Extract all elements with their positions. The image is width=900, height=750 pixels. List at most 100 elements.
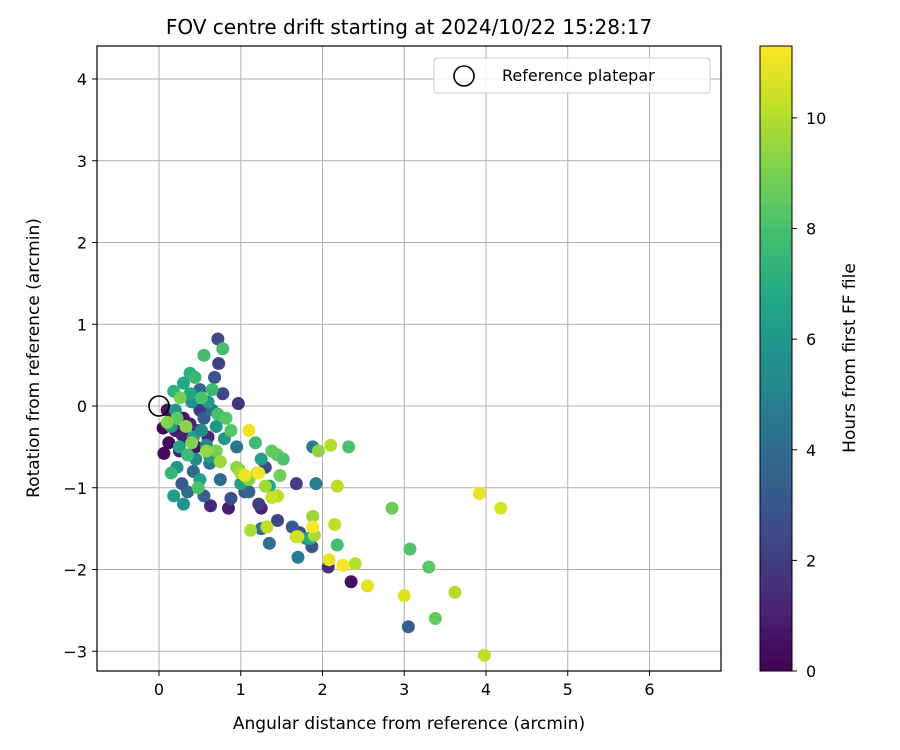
scatter-point: [164, 466, 178, 480]
scatter-point: [213, 455, 227, 469]
scatter-point: [185, 436, 199, 450]
data-points: [156, 332, 508, 662]
colorbar-tick-label: 0: [806, 662, 816, 681]
y-tick-label: −1: [63, 479, 87, 498]
scatter-point: [181, 448, 195, 462]
scatter-point: [160, 415, 174, 429]
scatter-point: [336, 558, 350, 572]
colorbar-tick-label: 8: [806, 220, 816, 239]
scatter-point: [248, 436, 262, 450]
x-tick-label: 6: [644, 680, 654, 699]
scatter-point: [197, 348, 211, 362]
x-tick-label: 2: [317, 680, 327, 699]
scatter-point: [209, 444, 223, 458]
scatter-point: [175, 477, 189, 491]
y-axis-label: Rotation from reference (arcmin): [24, 218, 44, 498]
scatter-point: [254, 452, 268, 466]
scatter-point: [183, 387, 197, 401]
scatter-point: [322, 553, 336, 567]
y-tick-label: 0: [77, 397, 87, 416]
colorbar-tick-label: 6: [806, 330, 816, 349]
scatter-point: [177, 376, 191, 390]
scatter-point: [199, 444, 213, 458]
colorbar-tick-label: 2: [806, 551, 816, 570]
scatter-point: [213, 473, 227, 487]
scatter-point: [221, 501, 235, 515]
scatter-point: [276, 452, 290, 466]
scatter-point: [216, 342, 230, 356]
legend: Reference platepar: [433, 57, 711, 94]
scatter-point: [306, 520, 320, 534]
scatter-point: [328, 518, 342, 532]
scatter-point: [258, 479, 272, 493]
y-tick-label: −3: [63, 642, 87, 661]
x-tick-label: 5: [563, 680, 573, 699]
scatter-point: [230, 440, 244, 454]
x-tick-label: 1: [236, 680, 246, 699]
scatter-point: [231, 397, 245, 411]
scatter-point: [330, 479, 344, 493]
grid-lines: [97, 46, 721, 671]
plot-frame: [96, 45, 722, 672]
scatter-point: [330, 538, 344, 552]
scatter-point: [252, 497, 266, 511]
scatter-point: [285, 520, 299, 534]
scatter-point: [242, 424, 256, 438]
y-tick-label: 2: [77, 234, 87, 253]
legend-marker: [453, 65, 475, 87]
scatter-point: [306, 509, 320, 523]
scatter-point: [177, 497, 191, 511]
scatter-point: [211, 332, 225, 346]
scatter-point: [324, 438, 338, 452]
scatter-point: [197, 411, 211, 425]
scatter-point: [401, 620, 415, 634]
scatter-point: [422, 560, 436, 574]
scatter-point: [172, 440, 186, 454]
scatter-point: [360, 579, 374, 593]
scatter-point: [291, 550, 305, 564]
y-tick-label: 1: [77, 315, 87, 334]
colorbar-gradient: [759, 45, 793, 672]
scatter-point: [385, 501, 399, 515]
x-tick-label: 0: [154, 680, 164, 699]
scatter-point: [157, 446, 171, 460]
colorbar-ticks: 0 2 4 6 8 10: [792, 109, 826, 681]
scatter-point: [291, 530, 305, 544]
x-tick-label: 4: [481, 680, 491, 699]
colorbar-tick-label: 4: [806, 441, 816, 460]
chart-title: FOV centre drift starting at 2024/10/22 …: [166, 15, 652, 39]
y-tick-label: 3: [77, 152, 87, 171]
scatter-point: [212, 356, 226, 370]
reference-point-marker: [148, 395, 170, 417]
scatter-point: [311, 444, 325, 458]
x-tick-label: 3: [399, 680, 409, 699]
scatter-point: [344, 575, 358, 589]
scatter-point: [273, 468, 287, 482]
scatter-point: [208, 370, 222, 384]
colorbar-label: Hours from first FF file: [840, 263, 860, 453]
colorbar-tick-label: 10: [806, 109, 826, 128]
scatter-point: [265, 491, 279, 505]
scatter-point: [309, 477, 323, 491]
scatter-point: [397, 589, 411, 603]
scatter-point: [428, 612, 442, 626]
scatter-point: [173, 391, 187, 405]
y-axis-ticks: −3 −2 −1 0 1 2 3 4: [63, 70, 97, 661]
legend-box: [433, 57, 711, 94]
scatter-point: [271, 513, 285, 527]
scatter-point: [162, 436, 176, 450]
scatter-point: [252, 466, 266, 480]
scatter-point: [216, 387, 230, 401]
x-axis-label: Angular distance from reference (arcmin): [233, 714, 585, 734]
scatter-point: [494, 501, 508, 515]
scatter-point: [205, 383, 219, 397]
scatter-point: [403, 542, 417, 556]
legend-label: Reference platepar: [502, 66, 655, 85]
scatter-point: [224, 424, 238, 438]
y-tick-label: −2: [63, 561, 87, 580]
scatter-point: [195, 391, 209, 405]
scatter-point: [209, 419, 223, 433]
scatter-point: [167, 489, 181, 503]
scatter-point: [188, 370, 202, 384]
scatter-point: [238, 468, 252, 482]
